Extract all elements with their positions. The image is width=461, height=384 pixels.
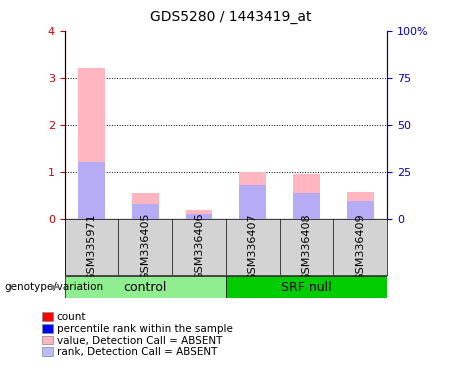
Text: GSM336407: GSM336407 [248, 213, 258, 281]
Bar [347, 201, 374, 219]
Legend: count, percentile rank within the sample, value, Detection Call = ABSENT, rank, : count, percentile rank within the sample… [42, 313, 232, 357]
Bar [185, 214, 213, 219]
Bar [293, 174, 320, 219]
Bar [132, 204, 159, 219]
Text: SRF null: SRF null [281, 281, 332, 293]
Text: GDS5280 / 1443419_at: GDS5280 / 1443419_at [150, 10, 311, 23]
Text: GSM336405: GSM336405 [140, 213, 150, 280]
Text: genotype/variation: genotype/variation [5, 282, 104, 292]
Bar [78, 162, 105, 219]
Text: GSM336406: GSM336406 [194, 213, 204, 280]
Text: ►: ► [52, 282, 60, 292]
Bar [185, 210, 213, 219]
Text: GSM336408: GSM336408 [301, 213, 312, 281]
Text: GSM335971: GSM335971 [86, 213, 96, 281]
Bar [239, 185, 266, 219]
Text: control: control [124, 281, 167, 293]
Bar [65, 276, 226, 298]
Text: GSM336409: GSM336409 [355, 213, 366, 281]
Bar [78, 68, 105, 219]
Bar [132, 193, 159, 219]
Bar [347, 192, 374, 219]
Bar [239, 172, 266, 219]
Bar [226, 276, 387, 298]
Bar [293, 193, 320, 219]
